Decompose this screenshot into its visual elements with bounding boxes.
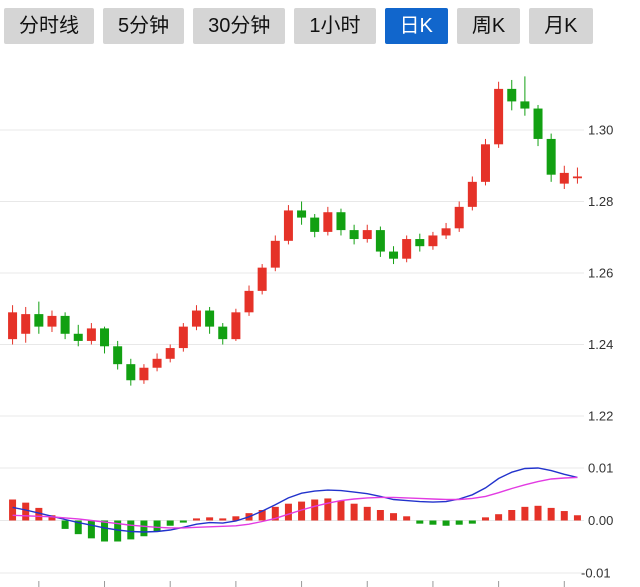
macd-axis-label: -0.01 <box>581 566 611 581</box>
price-axis-label: 1.24 <box>588 337 613 352</box>
grid-layer <box>0 129 584 574</box>
tab-monthly[interactable]: 月K <box>529 8 593 44</box>
price-axis-label: 1.28 <box>588 194 613 209</box>
tab-timeline[interactable]: 分时线 <box>4 8 94 44</box>
price-axis-label: 1.26 <box>588 266 613 281</box>
tab-5min[interactable]: 5分钟 <box>103 8 185 44</box>
tab-weekly[interactable]: 周K <box>456 8 521 44</box>
timeframe-tabbar: 分时线 5分钟 30分钟 1小时 日K 周K 月K <box>0 0 640 60</box>
dea-line <box>12 476 578 529</box>
macd-axis-label: 0.01 <box>588 461 613 476</box>
candles-layer <box>8 76 582 386</box>
tab-1hour[interactable]: 1小时 <box>294 8 376 44</box>
dif-line <box>12 467 578 533</box>
macd-axis-label: 0.00 <box>588 513 613 528</box>
macd-layer <box>9 467 581 542</box>
tab-30min[interactable]: 30分钟 <box>193 8 286 44</box>
price-axis-label: 1.30 <box>588 123 613 138</box>
price-axis-label: 1.22 <box>588 409 613 424</box>
tab-daily[interactable]: 日K <box>384 8 448 44</box>
